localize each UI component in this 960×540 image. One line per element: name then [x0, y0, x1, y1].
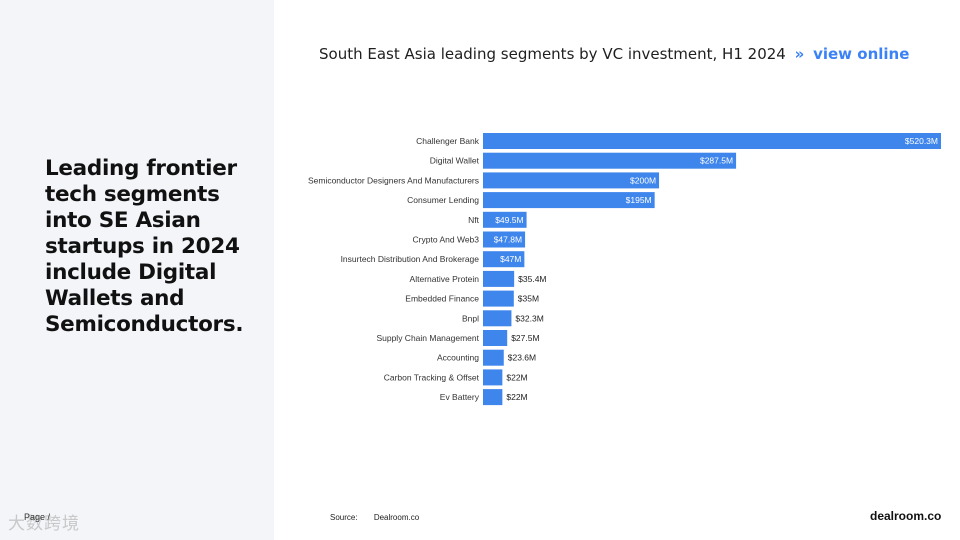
category-label: Ev Battery [440, 392, 480, 402]
bar [483, 192, 655, 209]
category-label: Supply Chain Management [376, 333, 479, 343]
data-label: $47M [500, 254, 521, 264]
bar [483, 172, 660, 189]
bar [483, 369, 503, 386]
bar [483, 389, 503, 406]
bar [483, 152, 737, 169]
page-label: Page / [24, 512, 51, 522]
category-label: Insurtech Distribution And Brokerage [341, 254, 480, 264]
bar [483, 211, 527, 228]
category-label: Challenger Bank [416, 136, 480, 146]
bar [483, 133, 941, 149]
left-panel [0, 0, 274, 540]
chart-title-text: South East Asia leading segments by VC i… [319, 45, 786, 63]
category-label: Accounting [437, 353, 479, 363]
category-label: Carbon Tracking & Offset [384, 372, 480, 382]
category-label: Semiconductor Designers And Manufacturer… [308, 175, 479, 185]
data-label: $520.3M [905, 136, 938, 146]
category-label: Digital Wallet [430, 156, 480, 166]
data-label: $22M [506, 372, 527, 382]
data-label: $195M [626, 195, 652, 205]
bar [483, 251, 525, 268]
bar [483, 310, 512, 327]
data-label: $49.5M [495, 215, 523, 225]
data-label: $287.5M [700, 156, 733, 166]
view-online-link[interactable]: view online [813, 45, 910, 63]
category-label: Consumer Lending [407, 195, 479, 205]
source-label: Source: [330, 513, 358, 522]
data-label: $22M [506, 392, 527, 402]
data-label: $23.6M [508, 353, 536, 363]
watermark: 大数跨境 [8, 514, 80, 534]
data-label: $32.3M [515, 313, 543, 323]
chart-title: South East Asia leading segments by VC i… [319, 45, 909, 63]
bar [483, 330, 508, 346]
headline: Leading frontier tech segments into SE A… [45, 156, 244, 337]
data-label: $47.8M [494, 235, 522, 245]
data-label: $35.4M [518, 274, 546, 284]
bar [483, 270, 515, 287]
bar [483, 349, 504, 366]
category-label: Bnpl [462, 313, 479, 323]
data-label: $200M [630, 175, 656, 185]
dealroom-logo: dealroom.co [870, 509, 942, 523]
category-label: Alternative Protein [410, 274, 480, 284]
source-value: Dealroom.co [373, 513, 420, 522]
data-label: $27.5M [511, 333, 539, 343]
source-note: Source: Dealroom.co [330, 513, 419, 522]
category-label: Crypto And Web3 [413, 235, 480, 245]
data-label: $35M [518, 294, 539, 304]
category-label: Nft [468, 215, 480, 225]
bar [483, 231, 526, 248]
bar [483, 290, 514, 307]
category-label: Embedded Finance [405, 294, 479, 304]
chevron-right-icon: » [794, 45, 805, 63]
